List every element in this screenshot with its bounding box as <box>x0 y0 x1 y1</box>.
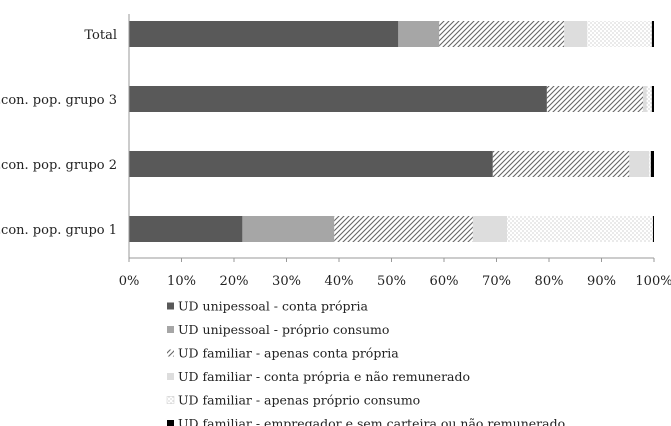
legend-swatch <box>167 373 174 380</box>
x-tick-label: 20% <box>220 274 249 289</box>
bars-layer <box>129 21 654 242</box>
bar-segment-4-2 <box>242 216 335 242</box>
bar-segment-1-3 <box>439 21 565 47</box>
bar-segment-2-3 <box>546 86 643 112</box>
legend-swatch <box>167 326 174 333</box>
bar-segment-1-2 <box>398 21 440 47</box>
bar-segment-2-1 <box>129 86 547 112</box>
legend-label: UD familiar - apenas conta própria <box>178 346 399 361</box>
x-axis: 0% 10% 20% 30% 40% 50% 60% 70% 80% 90% 100% <box>119 14 671 289</box>
bar-segment-1-4 <box>564 21 588 47</box>
x-tick-label: 90% <box>587 274 616 289</box>
x-tick-label: 70% <box>482 274 511 289</box>
legend-swatch <box>167 349 174 357</box>
legend-swatch <box>167 302 174 310</box>
bar-segment-2-6 <box>651 86 654 112</box>
legend-label: UD unipessoal - conta própria <box>178 299 369 314</box>
legend-label: UD unipessoal - próprio consumo <box>178 322 389 337</box>
category-label: Econ. pop. grupo 3 <box>0 93 117 108</box>
bar-segment-3-6 <box>650 151 654 177</box>
legend-label: UD familiar - apenas próprio consumo <box>178 393 420 408</box>
x-tick-label: 10% <box>167 274 196 289</box>
bar-segment-1-1 <box>129 21 399 47</box>
x-tick-label: 80% <box>535 274 564 289</box>
bar-segment-3-3 <box>492 151 630 177</box>
category-label: Econ. pop. grupo 1 <box>0 223 117 238</box>
bar-segment-4-4 <box>472 216 508 242</box>
bar-segment-2-4 <box>642 86 647 112</box>
bar-segment-3-4 <box>629 151 650 177</box>
legend-swatch <box>167 420 174 426</box>
x-tick-label: 60% <box>430 274 459 289</box>
bar-segment-4-1 <box>129 216 243 242</box>
legend-label: UD familiar - empregador e sem carteira … <box>178 416 565 426</box>
category-label: Econ. pop. grupo 2 <box>0 158 117 173</box>
bar-segment-1-6 <box>651 21 654 47</box>
x-tick-label: 30% <box>272 274 301 289</box>
category-label: Total <box>84 28 117 43</box>
legend: UD unipessoal - conta própria UD unipesso… <box>166 299 565 426</box>
legend-swatch <box>166 396 175 404</box>
bar-segment-1-5 <box>587 21 652 47</box>
x-tick-label: 0% <box>119 274 140 289</box>
x-tick-label: 40% <box>325 274 354 289</box>
bar-segment-3-1 <box>129 151 493 177</box>
bar-segment-2-5 <box>646 86 652 112</box>
legend-label: UD familiar - conta própria e não remune… <box>178 369 470 384</box>
x-tick-label: 100% <box>635 274 671 289</box>
bar-segment-4-5 <box>507 216 653 242</box>
x-tick-label: 50% <box>377 274 406 289</box>
bar-segment-3-5 <box>649 151 651 177</box>
bar-segment-4-3 <box>334 216 473 242</box>
bar-segment-4-6 <box>652 216 654 242</box>
category-labels: Total Econ. pop. grupo 3 Econ. pop. grupo … <box>0 28 117 238</box>
